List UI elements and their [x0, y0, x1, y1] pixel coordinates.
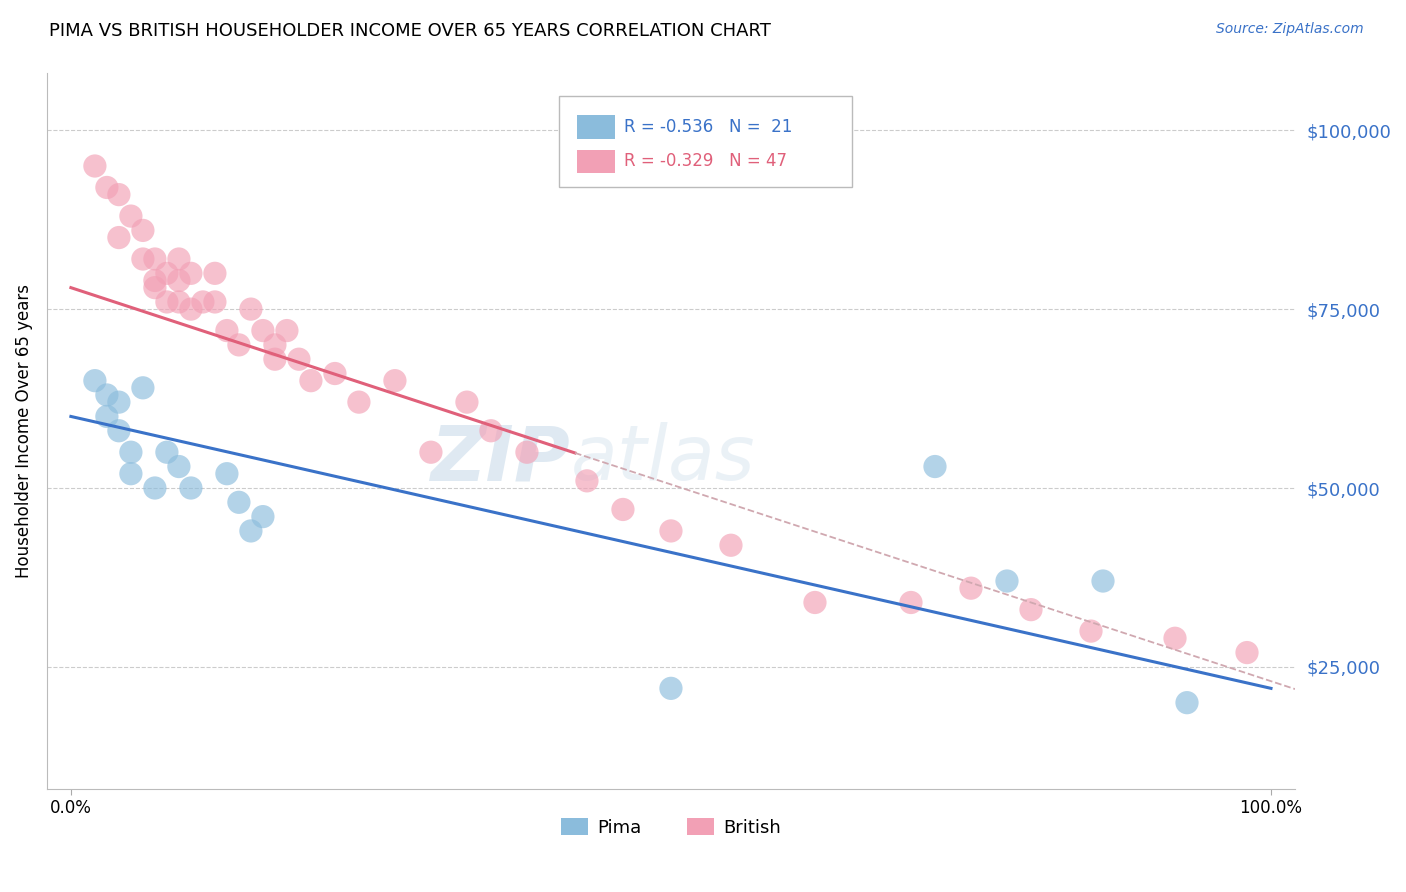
Point — [1019, 602, 1042, 616]
Point — [1080, 624, 1102, 639]
FancyBboxPatch shape — [578, 150, 614, 173]
FancyBboxPatch shape — [578, 115, 614, 139]
Point — [167, 459, 190, 474]
Point — [1236, 646, 1258, 660]
Point — [384, 374, 406, 388]
Point — [215, 324, 238, 338]
Point — [156, 295, 179, 310]
Point — [264, 352, 287, 367]
Point — [575, 474, 598, 488]
Point — [960, 581, 983, 595]
Point — [96, 180, 118, 194]
Y-axis label: Householder Income Over 65 years: Householder Income Over 65 years — [15, 284, 32, 578]
Point — [204, 266, 226, 280]
Text: R = -0.329   N = 47: R = -0.329 N = 47 — [623, 152, 786, 170]
Point — [612, 502, 634, 516]
Point — [83, 374, 105, 388]
Point — [659, 681, 682, 696]
Point — [804, 595, 827, 609]
Point — [180, 266, 202, 280]
Point — [900, 595, 922, 609]
Point — [239, 302, 262, 317]
Point — [143, 481, 166, 495]
Point — [288, 352, 311, 367]
Text: atlas: atlas — [571, 423, 755, 496]
Point — [143, 252, 166, 266]
Text: ZIP: ZIP — [432, 423, 571, 496]
Point — [83, 159, 105, 173]
Text: R = -0.536   N =  21: R = -0.536 N = 21 — [623, 118, 792, 136]
Point — [180, 481, 202, 495]
Point — [516, 445, 538, 459]
Point — [323, 367, 346, 381]
Point — [167, 273, 190, 287]
Point — [252, 509, 274, 524]
Point — [132, 223, 155, 237]
Point — [156, 266, 179, 280]
Point — [347, 395, 370, 409]
Point — [924, 459, 946, 474]
Point — [167, 295, 190, 310]
Point — [108, 395, 131, 409]
Point — [120, 209, 142, 223]
Point — [96, 409, 118, 424]
Point — [276, 324, 298, 338]
Point — [456, 395, 478, 409]
Point — [419, 445, 441, 459]
Point — [1175, 696, 1198, 710]
Point — [143, 280, 166, 294]
Point — [167, 252, 190, 266]
Point — [120, 467, 142, 481]
Point — [228, 495, 250, 509]
Point — [96, 388, 118, 402]
Legend: Pima, British: Pima, British — [554, 811, 787, 844]
Point — [108, 230, 131, 244]
Point — [143, 273, 166, 287]
Point — [479, 424, 502, 438]
Point — [132, 252, 155, 266]
Point — [1164, 632, 1187, 646]
Point — [252, 324, 274, 338]
Text: Source: ZipAtlas.com: Source: ZipAtlas.com — [1216, 22, 1364, 37]
Point — [239, 524, 262, 538]
Point — [228, 338, 250, 352]
Point — [120, 445, 142, 459]
Text: PIMA VS BRITISH HOUSEHOLDER INCOME OVER 65 YEARS CORRELATION CHART: PIMA VS BRITISH HOUSEHOLDER INCOME OVER … — [49, 22, 770, 40]
Point — [1091, 574, 1114, 588]
FancyBboxPatch shape — [558, 95, 852, 187]
Point — [264, 338, 287, 352]
Point — [191, 295, 214, 310]
Point — [659, 524, 682, 538]
Point — [132, 381, 155, 395]
Point — [108, 424, 131, 438]
Point — [720, 538, 742, 552]
Point — [215, 467, 238, 481]
Point — [995, 574, 1018, 588]
Point — [108, 187, 131, 202]
Point — [180, 302, 202, 317]
Point — [299, 374, 322, 388]
Point — [156, 445, 179, 459]
Point — [204, 295, 226, 310]
